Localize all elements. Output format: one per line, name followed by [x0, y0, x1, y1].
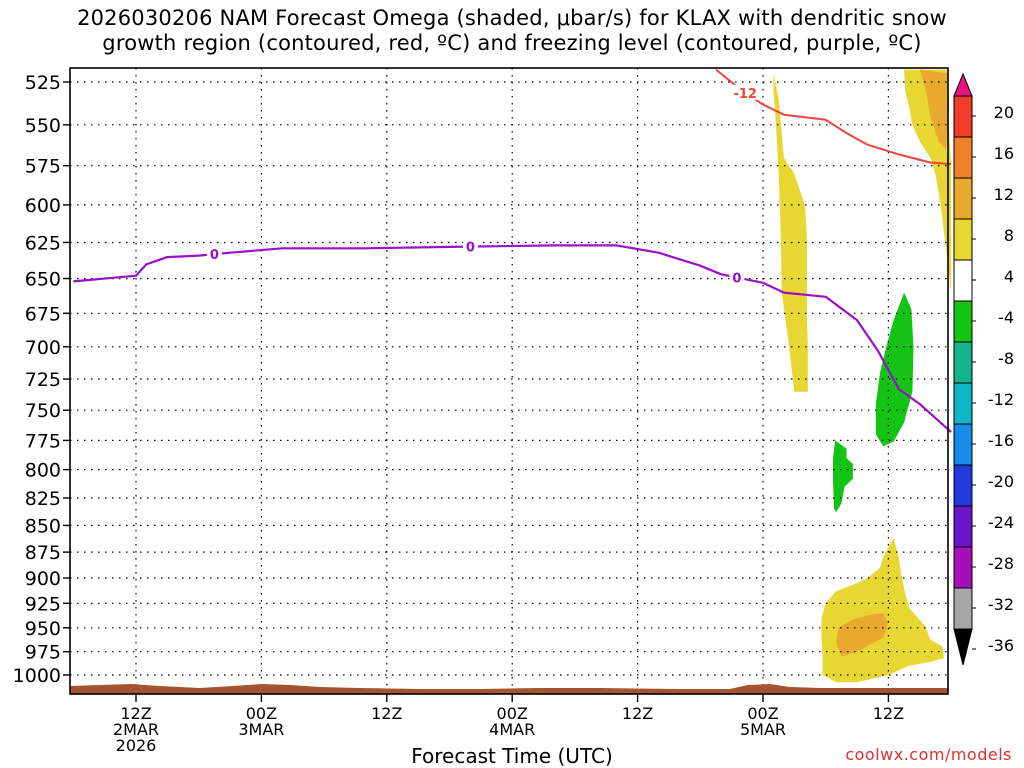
credit-text: coolwx.com/models	[845, 745, 1012, 764]
colorbar-block-3	[953, 177, 973, 220]
colorbar-block-7	[953, 341, 973, 384]
dendritic-growth-label-0: -12	[733, 87, 757, 102]
freezing-level-label-bg-1	[462, 238, 478, 254]
y-tick-label-850: 850	[25, 515, 61, 537]
x-tick-label-30-0: 12Z	[371, 704, 402, 723]
colorbar-label-9: -20	[988, 472, 1014, 491]
colorbar-block-1	[953, 95, 973, 138]
y-tick-label-725: 725	[25, 369, 61, 391]
x-tick-label-42-1: 4MAR	[489, 720, 535, 739]
y-tick-label-575: 575	[25, 156, 61, 178]
colorbar-label-1: 16	[994, 144, 1014, 163]
colorbar-block-10	[953, 464, 973, 507]
x-tick-label-66-0: 00Z	[747, 704, 778, 723]
colorbar-label-12: -32	[988, 595, 1014, 614]
chart-title-line-1: 2026030206 NAM Forecast Omega (shaded, μ…	[77, 6, 947, 30]
omega-region-4	[836, 613, 889, 657]
y-tick-label-750: 750	[25, 400, 61, 422]
chart-title-line-2: growth region (contoured, red, ºC) and f…	[102, 31, 922, 55]
freezing-level-label-bg-0	[206, 246, 222, 262]
colorbar-block-13	[953, 587, 973, 630]
colorbar-block-12	[953, 546, 973, 589]
colorbar-label-6: -8	[998, 349, 1014, 368]
colorbar-top-arrow	[953, 72, 973, 97]
freezing-level-line	[73, 244, 952, 433]
plot-frame	[69, 67, 949, 695]
x-tick-label-66-1: 5MAR	[740, 720, 786, 739]
y-tick-label-925: 925	[25, 593, 61, 615]
colorbar-block-6	[953, 300, 973, 343]
colorbar-bottom-arrow	[953, 628, 973, 666]
colorbar-label-3: 8	[1004, 226, 1014, 245]
x-tick-label-6-2: 2026	[116, 736, 157, 755]
y-tick-label-675: 675	[25, 303, 61, 325]
freezing-level-label-0: 0	[210, 248, 219, 263]
colorbar-block-9	[953, 423, 973, 466]
y-tick-label-900: 900	[25, 568, 61, 590]
omega-region-5	[875, 292, 914, 447]
freezing-level-label-1: 0	[466, 241, 475, 256]
colorbar-block-8	[953, 382, 973, 425]
colorbar-label-8: -16	[988, 431, 1014, 450]
ground-terrain-band	[70, 684, 948, 694]
ground-terrain-layer	[70, 684, 948, 694]
x-tick-label-18-0: 00Z	[246, 704, 277, 723]
x-tick-label-54-0: 12Z	[622, 704, 653, 723]
y-tick-label-600: 600	[25, 195, 61, 217]
colorbar: 20 16 12 8 4 -4 -8 -12 -16 -20 -24 -28 -32 -36	[953, 72, 1014, 666]
omega-region-2	[919, 69, 949, 150]
colorbar-label-7: -12	[988, 390, 1014, 409]
y-tick-label-625: 625	[25, 232, 61, 254]
y-tick-label-800: 800	[25, 460, 61, 482]
y-tick-label-950: 950	[25, 618, 61, 640]
colorbar-label-10: -24	[988, 513, 1014, 532]
y-tick-label-775: 775	[25, 430, 61, 452]
colorbar-label-11: -28	[988, 554, 1014, 573]
colorbar-label-4: 4	[1004, 267, 1014, 286]
colorbar-label-5: -4	[998, 308, 1014, 327]
x-tick-label-42-0: 00Z	[497, 704, 528, 723]
y-tick-label-975: 975	[25, 642, 61, 664]
colorbar-label-0: 20	[994, 103, 1014, 122]
freezing-level-label-bg-2	[729, 269, 745, 285]
y-tick-label-650: 650	[25, 269, 61, 291]
freezing-level-label-2: 0	[732, 271, 741, 286]
colorbar-block-5	[953, 259, 973, 302]
omega-region-3	[821, 538, 944, 683]
colorbar-label-13: -36	[988, 636, 1014, 655]
grid-layer	[70, 68, 948, 694]
y-tick-label-700: 700	[25, 337, 61, 359]
x-tick-label-78-0: 12Z	[873, 704, 904, 723]
omega-region-6	[833, 440, 853, 513]
y-tick-label-825: 825	[25, 488, 61, 510]
omega-shading-layer	[773, 69, 952, 683]
colorbar-block-2	[953, 136, 973, 179]
chart-title: 2026030206 NAM Forecast Omega (shaded, μ…	[0, 6, 1024, 56]
contour-layer: 0 0 0 -12	[73, 68, 952, 433]
y-tick-label-1000: 1000	[13, 665, 61, 687]
dendritic-growth-label-bg-0	[728, 84, 762, 100]
colorbar-block-4	[953, 218, 973, 261]
colorbar-block-11	[953, 505, 973, 548]
y-tick-label-525: 525	[25, 72, 61, 94]
x-axis-label: Forecast Time (UTC)	[411, 744, 613, 768]
x-tick-label-6-0: 12Z	[120, 704, 151, 723]
x-tick-label-6-1: 2MAR	[113, 720, 159, 739]
y-tick-label-875: 875	[25, 542, 61, 564]
colorbar-label-2: 12	[994, 185, 1014, 204]
omega-region-0	[773, 73, 808, 392]
y-tick-label-550: 550	[25, 115, 61, 137]
axis-layer: 525 550 575 600 625 650 675 700 725 750 775 800 825 8…	[13, 72, 904, 755]
x-tick-label-18-1: 3MAR	[238, 720, 284, 739]
